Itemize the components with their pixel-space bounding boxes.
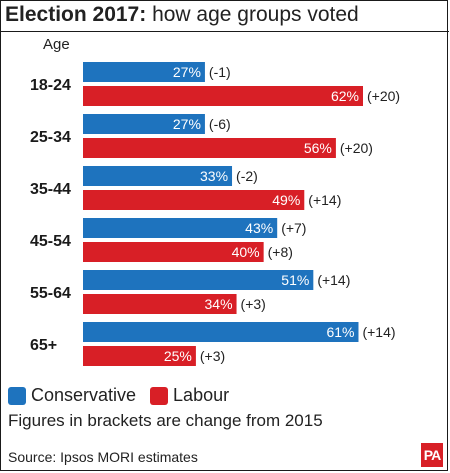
conservative-bar-5 bbox=[83, 322, 359, 342]
conservative-change-label-5: (+14) bbox=[362, 324, 395, 340]
legend-item-conservative: Conservative bbox=[8, 385, 136, 406]
age-label-1: 25-34 bbox=[30, 129, 71, 146]
age-label-0: 18-24 bbox=[30, 77, 71, 94]
labour-value-label-0: 62% bbox=[331, 88, 359, 104]
labour-value-label-2: 49% bbox=[272, 192, 300, 208]
labour-value-label-4: 34% bbox=[205, 296, 233, 312]
labour-bar-1 bbox=[83, 138, 336, 158]
source-note: Source: Ipsos MORI estimates bbox=[8, 449, 198, 465]
labour-value-label-3: 40% bbox=[232, 244, 260, 260]
legend-label-conservative: Conservative bbox=[31, 385, 137, 405]
age-label-4: 55-64 bbox=[30, 285, 71, 302]
conservative-value-label-1: 27% bbox=[173, 116, 201, 132]
labour-value-label-1: 56% bbox=[304, 140, 332, 156]
labour-change-label-2: (+14) bbox=[308, 192, 341, 208]
conservative-value-label-4: 51% bbox=[281, 272, 309, 288]
bar-chart: 18-24 27% (-1) 62% (+20) 25-34 27% (-6) 56% (+20)… bbox=[30, 62, 400, 366]
labour-swatch bbox=[150, 386, 169, 405]
labour-change-label-1: (+20) bbox=[340, 140, 373, 156]
age-label-3: 45-54 bbox=[30, 233, 71, 250]
chart-title: Election 2017: how age groups voted bbox=[5, 3, 359, 27]
labour-value-label-5: 25% bbox=[164, 348, 192, 364]
conservative-value-label-3: 43% bbox=[245, 220, 273, 236]
labour-bar-3 bbox=[83, 242, 264, 262]
conservative-bar-2 bbox=[83, 166, 233, 186]
legend-label-labour: Labour bbox=[173, 385, 230, 405]
conservative-swatch bbox=[8, 386, 26, 405]
footnote: Figures in brackets are change from 2015 bbox=[8, 411, 323, 430]
pa-logo: PA bbox=[421, 443, 443, 467]
conservative-value-label-0: 27% bbox=[173, 64, 201, 80]
age-label-2: 35-44 bbox=[30, 181, 71, 198]
labour-bar-4 bbox=[83, 294, 237, 314]
legend: Conservative Labour bbox=[8, 385, 243, 406]
conservative-bar-1 bbox=[83, 114, 205, 134]
conservative-value-label-5: 61% bbox=[326, 324, 354, 340]
labour-change-label-3: (+8) bbox=[268, 244, 293, 260]
age-axis-heading: Age bbox=[43, 36, 70, 53]
conservative-bar-0 bbox=[83, 62, 205, 82]
labour-bar-2 bbox=[83, 190, 305, 210]
age-label-5: 65+ bbox=[30, 337, 57, 354]
title-divider bbox=[1, 31, 449, 32]
conservative-change-label-2: (-2) bbox=[236, 168, 258, 184]
conservative-value-label-2: 33% bbox=[200, 168, 228, 184]
conservative-change-label-3: (+7) bbox=[281, 220, 306, 236]
title-bold: Election 2017: bbox=[5, 3, 147, 26]
conservative-change-label-1: (-6) bbox=[209, 116, 231, 132]
legend-item-labour: Labour bbox=[150, 385, 229, 406]
labour-change-label-5: (+3) bbox=[200, 348, 225, 364]
labour-change-label-4: (+3) bbox=[241, 296, 266, 312]
conservative-change-label-4: (+14) bbox=[317, 272, 350, 288]
conservative-change-label-0: (-1) bbox=[209, 64, 231, 80]
title-rest: how age groups voted bbox=[146, 3, 359, 26]
labour-bar-0 bbox=[83, 86, 363, 106]
conservative-bar-4 bbox=[83, 270, 314, 290]
labour-change-label-0: (+20) bbox=[367, 88, 400, 104]
conservative-bar-3 bbox=[83, 218, 278, 238]
labour-bar-5 bbox=[83, 346, 196, 366]
